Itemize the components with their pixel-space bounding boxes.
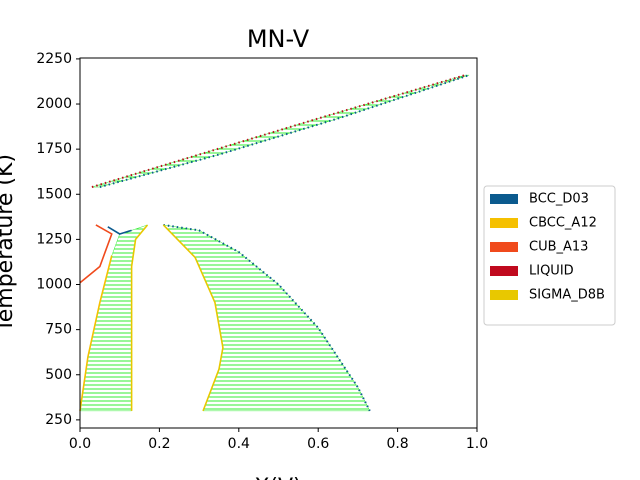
- phase-boundary: [79, 224, 113, 284]
- phase-boundary: [99, 74, 470, 189]
- legend-label: BCC_D03: [529, 192, 589, 207]
- x-tick-label: 0.0: [69, 436, 91, 452]
- phase-boundary: [130, 224, 149, 411]
- legend-label: SIGMA_D8B: [529, 288, 605, 303]
- x-axis-label: X(V): [254, 475, 301, 480]
- x-tick-label: 0.6: [307, 436, 329, 452]
- legend-swatch: [490, 266, 518, 276]
- y-tick-label: 2250: [36, 51, 72, 67]
- legend-swatch: [490, 290, 518, 300]
- y-tick-label: 1750: [36, 141, 72, 157]
- legend-swatch: [490, 242, 518, 252]
- phase-boundary: [107, 226, 132, 235]
- y-tick-label: 250: [45, 412, 72, 428]
- y-tick-label: 1250: [36, 231, 72, 247]
- y-tick-label: 2000: [36, 96, 72, 112]
- legend: BCC_D03 CBCC_A12 CUB_A13 LIQUID SIGMA_D8B: [483, 185, 616, 326]
- phase-boundary: [162, 224, 224, 412]
- y-tick-label: 500: [45, 367, 72, 383]
- tie-line-region: [162, 224, 371, 412]
- axes-frame: [79, 57, 478, 429]
- legend-swatch: [490, 194, 518, 204]
- legend-label: LIQUID: [529, 264, 574, 279]
- y-tick-label: 1500: [36, 186, 72, 202]
- y-tick-label: 1000: [36, 277, 72, 293]
- y-axis-label: Temperature (K): [0, 154, 18, 333]
- legend-swatch: [490, 218, 518, 228]
- plot-area: [79, 74, 470, 412]
- tie-line-region: [79, 224, 149, 412]
- x-tick-label: 0.4: [228, 436, 250, 452]
- phase-boundary: [79, 255, 113, 411]
- legend-label: CBCC_A12: [529, 216, 597, 231]
- x-tick-label: 1.0: [466, 436, 488, 452]
- chart-title: MN-V: [247, 25, 310, 53]
- phase-boundary: [163, 223, 371, 412]
- x-tick-label: 0.2: [148, 436, 170, 452]
- x-tick-label: 0.8: [386, 436, 408, 452]
- y-tick-label: 750: [45, 322, 72, 338]
- legend-label: CUB_A13: [529, 240, 588, 255]
- legend-box: [483, 185, 616, 326]
